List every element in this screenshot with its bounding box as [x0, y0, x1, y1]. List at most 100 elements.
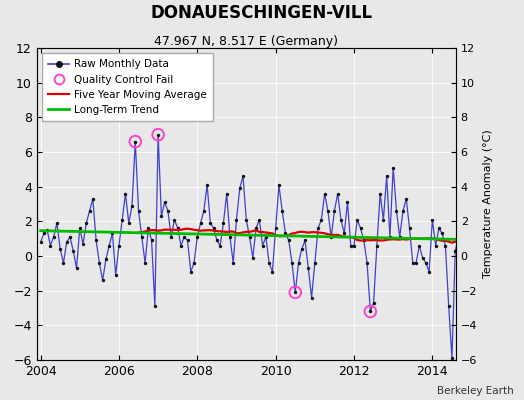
Point	[298, 246, 306, 252]
Point	[187, 268, 195, 275]
Point	[494, 225, 502, 232]
Point	[415, 242, 423, 249]
Point	[343, 199, 352, 206]
Point	[79, 241, 87, 247]
Point	[85, 208, 94, 214]
Point	[467, 225, 476, 232]
Point	[425, 268, 433, 275]
Point	[288, 260, 296, 266]
Point	[337, 216, 345, 223]
Point	[481, 216, 489, 223]
Point	[193, 234, 202, 240]
Point	[308, 294, 316, 301]
Point	[311, 260, 319, 266]
Point	[219, 220, 227, 226]
Point	[359, 237, 368, 244]
Point	[105, 242, 113, 249]
Point	[412, 260, 420, 266]
Point	[477, 190, 486, 197]
Point	[56, 246, 64, 252]
Point	[99, 277, 107, 284]
Point	[59, 260, 68, 266]
Point	[346, 242, 355, 249]
Point	[314, 225, 322, 232]
Point	[464, 260, 473, 266]
Point	[353, 216, 362, 223]
Point	[258, 242, 267, 249]
Point	[451, 248, 460, 254]
Point	[507, 268, 515, 275]
Point	[95, 260, 104, 266]
Point	[461, 268, 469, 275]
Point	[435, 225, 443, 232]
Point	[154, 132, 162, 138]
Point	[216, 242, 224, 249]
Point	[406, 225, 414, 232]
Point	[327, 234, 335, 240]
Point	[386, 234, 394, 240]
Point	[163, 208, 172, 214]
Point	[223, 190, 231, 197]
Point	[402, 196, 410, 202]
Point	[82, 220, 91, 226]
Legend: Raw Monthly Data, Quality Control Fail, Five Year Moving Average, Long-Term Tren: Raw Monthly Data, Quality Control Fail, …	[42, 53, 213, 121]
Point	[399, 208, 407, 214]
Point	[520, 208, 524, 214]
Point	[350, 242, 358, 249]
Point	[409, 260, 417, 266]
Point	[147, 237, 156, 244]
Point	[471, 202, 479, 209]
Point	[516, 173, 524, 180]
Point	[53, 220, 61, 226]
Point	[418, 254, 427, 261]
Point	[102, 256, 110, 263]
Point	[261, 234, 270, 240]
Point	[369, 300, 378, 306]
Point	[252, 225, 260, 232]
Point	[523, 242, 524, 249]
Point	[128, 202, 136, 209]
Point	[265, 260, 274, 266]
Point	[229, 260, 237, 266]
Point	[206, 220, 214, 226]
Point	[200, 208, 208, 214]
Point	[373, 242, 381, 249]
Point	[321, 190, 329, 197]
Point	[75, 225, 84, 232]
Point	[255, 216, 264, 223]
Point	[183, 237, 192, 244]
Point	[40, 230, 48, 237]
Point	[69, 248, 78, 254]
Point	[112, 272, 120, 278]
Point	[291, 289, 299, 296]
Point	[389, 164, 397, 171]
Point	[438, 230, 446, 237]
Point	[157, 213, 166, 219]
Point	[379, 216, 388, 223]
Point	[396, 234, 404, 240]
Point	[457, 216, 466, 223]
Point	[291, 289, 299, 296]
Point	[213, 237, 221, 244]
Point	[226, 234, 234, 240]
Point	[144, 225, 152, 232]
Point	[301, 237, 309, 244]
Point	[366, 308, 375, 315]
Point	[340, 230, 348, 237]
Point	[92, 237, 100, 244]
Point	[138, 234, 146, 240]
Point	[363, 260, 372, 266]
Point	[180, 234, 189, 240]
Point	[497, 260, 505, 266]
Point	[285, 237, 293, 244]
Point	[121, 190, 129, 197]
Point	[131, 138, 139, 145]
Point	[134, 208, 143, 214]
Point	[236, 185, 244, 192]
Point	[333, 190, 342, 197]
Point	[131, 138, 139, 145]
Point	[383, 173, 391, 180]
Text: DONAUESCHINGEN-VILL: DONAUESCHINGEN-VILL	[151, 4, 373, 22]
Point	[62, 239, 71, 245]
Point	[278, 208, 287, 214]
